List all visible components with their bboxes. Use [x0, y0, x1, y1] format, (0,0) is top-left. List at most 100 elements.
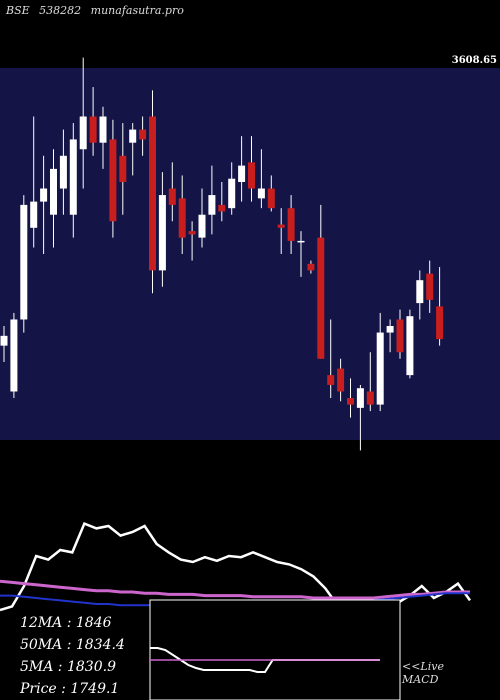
candle-body — [198, 214, 206, 238]
candle — [69, 123, 77, 238]
candle-body — [426, 273, 434, 300]
candle — [327, 319, 335, 399]
candle — [188, 221, 196, 261]
candle-body — [257, 188, 265, 199]
candle — [129, 123, 137, 176]
candle — [356, 384, 364, 451]
ema-line — [0, 579, 470, 600]
price-label: Price — [20, 681, 57, 697]
candle-body — [228, 178, 236, 209]
candle — [406, 309, 414, 379]
candle — [79, 57, 87, 189]
candle-body — [317, 237, 325, 359]
candle-body — [109, 139, 117, 222]
price-row: Price : 1749.1 — [20, 681, 120, 697]
ma50-row: 50MA : 1834.4 — [20, 637, 125, 653]
ma5-value: 1830.9 — [66, 659, 116, 675]
candle-body — [267, 188, 275, 209]
candle-body — [218, 204, 226, 212]
candle-body — [277, 224, 285, 228]
candle — [396, 309, 404, 359]
price-axis-value: 3608.65 — [451, 55, 497, 66]
candle-body — [178, 198, 186, 238]
candle — [208, 165, 216, 235]
candle-body — [208, 195, 216, 215]
candle-body — [139, 129, 147, 140]
candle-body — [366, 391, 374, 405]
candle — [248, 136, 255, 202]
candle-body — [416, 280, 424, 304]
candle-body — [188, 231, 196, 235]
candle — [257, 149, 265, 209]
candle-body — [40, 188, 48, 202]
candle — [99, 106, 107, 169]
candle — [20, 195, 28, 333]
candle — [50, 149, 57, 248]
candle — [0, 326, 8, 363]
candle — [436, 267, 444, 346]
candle-body — [158, 195, 166, 271]
macd-panel-background — [149, 599, 401, 700]
price-panel — [0, 57, 500, 451]
candle-body — [20, 204, 28, 320]
candle-body — [396, 319, 404, 353]
candle — [149, 90, 156, 294]
candle-body — [327, 375, 335, 385]
indicator-readout: 12MA : 1846 50MA : 1834.4 5MA : 1830.9 P… — [20, 612, 125, 700]
candle — [139, 116, 147, 156]
candle — [376, 312, 384, 412]
macd-name: MACD — [402, 673, 439, 686]
candle — [416, 270, 424, 320]
candle — [10, 312, 18, 399]
candle-body — [297, 240, 305, 243]
candle — [347, 378, 354, 418]
candle — [297, 231, 305, 277]
candle-body — [129, 129, 137, 143]
candle-body — [168, 188, 176, 205]
candle — [277, 208, 285, 254]
candle-body — [119, 155, 127, 182]
ma12-row: 12MA : 1846 — [20, 615, 112, 631]
candle-body — [356, 388, 364, 408]
candle-body — [99, 116, 107, 143]
candle — [317, 204, 325, 359]
candle-body — [10, 319, 18, 392]
candle — [178, 175, 186, 254]
candle-body — [0, 335, 8, 346]
ma5-row: 5MA : 1830.9 — [20, 659, 116, 675]
ma5-label: 5MA — [20, 659, 54, 675]
candle — [40, 155, 48, 254]
candle — [426, 260, 434, 313]
candle — [267, 175, 275, 212]
candle — [386, 319, 394, 353]
price-axis-label: 3608.65 — [451, 55, 497, 66]
exchange-label: BSE — [6, 4, 30, 17]
candle-body — [89, 116, 97, 143]
candle-body — [307, 263, 315, 271]
candle — [238, 136, 246, 202]
ma50-value: 1834.4 — [75, 637, 125, 653]
candle-body — [287, 208, 295, 241]
candle — [218, 181, 226, 222]
price-value: 1749.1 — [70, 681, 120, 697]
macd-live-prefix: <<Live — [402, 660, 444, 673]
candle — [30, 116, 38, 248]
candle — [287, 195, 295, 254]
candle — [89, 87, 97, 156]
chart-header: BSE 538282 munafasutra.pro — [6, 4, 190, 17]
candle-body — [50, 168, 57, 215]
candle-body — [337, 368, 345, 392]
candle — [228, 162, 236, 215]
candle — [337, 358, 345, 402]
candle-body — [30, 201, 38, 228]
candle-body — [149, 116, 156, 271]
candle — [119, 123, 127, 215]
candle — [59, 129, 67, 215]
macd-panel — [149, 599, 401, 700]
candle — [198, 188, 206, 248]
ma50-label: 50MA — [20, 637, 63, 653]
candle-body — [238, 165, 246, 182]
candle-body — [436, 306, 444, 340]
ma12-value: 1846 — [75, 615, 112, 631]
